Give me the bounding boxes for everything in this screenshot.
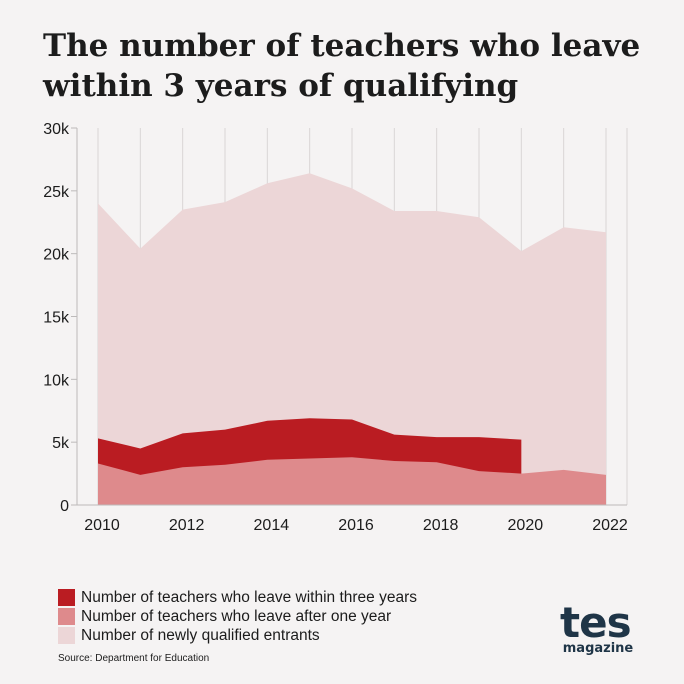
y-tick-label: 0 <box>60 498 69 515</box>
y-tick-label: 5k <box>52 435 70 452</box>
tes-magazine-logo: tes magazine <box>560 602 636 656</box>
x-axis-ticks: 2010 2012 2014 2016 2018 2020 2022 <box>84 517 628 534</box>
legend-item-newly-qualified: Number of newly qualified entrants <box>58 626 417 645</box>
legend-swatch <box>58 627 75 644</box>
x-tick-label: 2022 <box>592 517 628 534</box>
x-tick-label: 2014 <box>254 517 290 534</box>
chart-title-line-2: within 3 years of qualifying <box>43 68 519 104</box>
y-tick-label: 10k <box>43 372 70 389</box>
legend-item-leave-one-year: Number of teachers who leave after one y… <box>58 607 417 626</box>
chart-areas <box>98 173 606 506</box>
x-tick-label: 2012 <box>169 517 205 534</box>
x-tick-label: 2020 <box>508 517 544 534</box>
x-tick-label: 2010 <box>84 517 120 534</box>
legend-swatch <box>58 608 75 625</box>
logo-subtitle: magazine <box>562 641 634 656</box>
chart-title: The number of teachers who leave within … <box>43 26 643 106</box>
legend-swatch <box>58 589 75 606</box>
source-note: Source: Department for Education <box>58 653 210 664</box>
area-series <box>98 457 606 505</box>
y-tick-label: 25k <box>43 184 70 201</box>
y-tick-label: 30k <box>43 121 70 138</box>
legend-label: Number of teachers who leave after one y… <box>81 607 392 625</box>
legend-item-leave-three-years: Number of teachers who leave within thre… <box>58 588 417 607</box>
x-tick-label: 2016 <box>338 517 374 534</box>
x-tick-label: 2018 <box>423 517 459 534</box>
area-series <box>98 173 606 506</box>
logo-wordmark: tes <box>560 598 632 647</box>
chart-legend: Number of teachers who leave within thre… <box>58 588 417 645</box>
y-tick-label: 15k <box>43 310 70 327</box>
legend-label: Number of teachers who leave within thre… <box>81 588 417 606</box>
chart-title-line-1: The number of teachers who leave <box>43 28 641 64</box>
y-axis-ticks: 0 5k 10k 15k 20k 25k 30k <box>43 121 77 515</box>
y-tick-label: 20k <box>43 247 70 264</box>
legend-label: Number of newly qualified entrants <box>81 626 320 644</box>
